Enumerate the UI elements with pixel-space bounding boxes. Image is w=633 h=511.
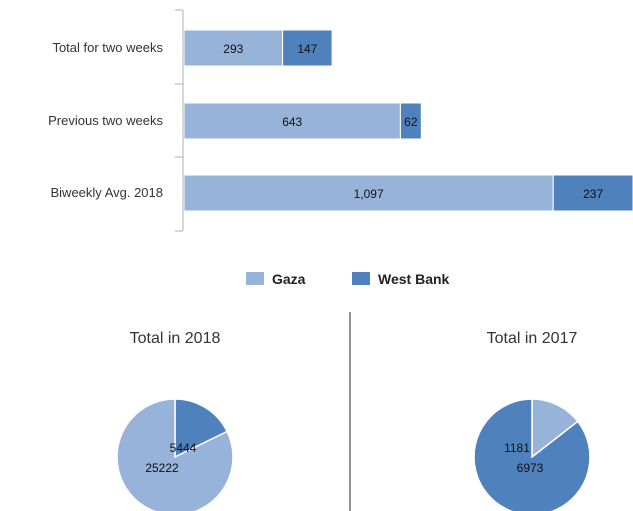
- bar-west-bank-total-for-two-weeks: [282, 29, 333, 67]
- pie-slice-gaza: [531, 398, 579, 459]
- bar-value-label: 147: [297, 42, 317, 56]
- bar-value-label: 237: [583, 187, 603, 201]
- bar-gaza-total-for-two-weeks: [183, 29, 284, 67]
- pie-value-label: 5444: [170, 441, 197, 455]
- pie-chart-2018: Total in 2018 5444 25222: [116, 330, 234, 511]
- category-label-biweekly-avg-2018: Biweekly Avg. 2018: [51, 185, 164, 200]
- pie-slice-west-bank: [473, 398, 591, 511]
- legend-label-west-bank: West Bank: [378, 271, 450, 287]
- legend-label-gaza: Gaza: [272, 271, 306, 287]
- legend-swatch-west-bank: [352, 272, 370, 285]
- bar-value-label: 1,097: [354, 187, 384, 201]
- bar-gaza-previous-two-weeks: [183, 102, 401, 140]
- pie-value-label: 1181: [504, 441, 530, 455]
- legend: Gaza West Bank: [246, 271, 450, 287]
- bars: 293 147 643 62 1,097 237: [183, 29, 633, 212]
- pie-slice-gaza: [116, 398, 234, 511]
- pie-slice-west-bank: [174, 398, 229, 459]
- bar-chart: Total for two weeks Previous two weeks Biw…: [48, 9, 633, 232]
- bar-value-label: 62: [404, 115, 418, 129]
- pie-title-2017: Total in 2017: [487, 330, 578, 347]
- pie-value-label: 25222: [145, 461, 179, 475]
- pie-value-label: 6973: [517, 461, 544, 475]
- category-label-total-for-two-weeks: Total for two weeks: [52, 40, 163, 55]
- pie-title-2018: Total in 2018: [130, 330, 221, 347]
- bar-value-label: 643: [282, 115, 302, 129]
- axis-ticks: [175, 9, 183, 232]
- legend-swatch-gaza: [246, 272, 264, 285]
- category-label-previous-two-weeks: Previous two weeks: [48, 113, 163, 128]
- bar-west-bank-biweekly-avg-2018: [552, 174, 633, 212]
- category-labels: Total for two weeks Previous two weeks Biw…: [48, 40, 163, 200]
- bar-value-label: 293: [223, 42, 243, 56]
- pie-chart-2017: Total in 2017 1181 6973: [473, 330, 591, 511]
- bar-west-bank-previous-two-weeks: [399, 102, 422, 140]
